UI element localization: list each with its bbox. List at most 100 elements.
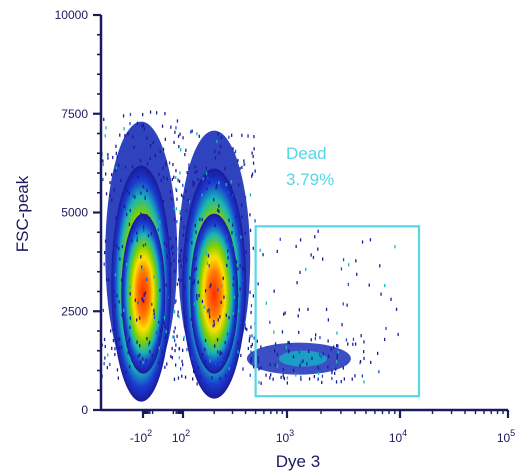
event-dot xyxy=(299,364,301,368)
event-dot xyxy=(244,291,246,295)
event-dot xyxy=(112,338,115,343)
event-dot xyxy=(175,188,178,192)
event-dot xyxy=(327,365,329,369)
event-dot xyxy=(317,229,319,233)
event-dot xyxy=(173,217,176,221)
event-dot xyxy=(290,343,292,347)
event-dot xyxy=(184,315,186,319)
event-dot xyxy=(170,197,172,201)
event-dot xyxy=(227,353,229,357)
x-tick-label: 102 xyxy=(172,428,190,445)
event-dot xyxy=(252,246,254,250)
event-dot xyxy=(282,375,285,379)
event-dot xyxy=(218,209,220,213)
event-dot xyxy=(237,293,239,297)
event-dot xyxy=(335,367,337,371)
event-dot xyxy=(211,376,213,380)
event-dot xyxy=(260,366,262,370)
event-dot xyxy=(181,262,183,266)
event-dot xyxy=(126,344,128,348)
event-dot xyxy=(128,365,131,369)
event-dot xyxy=(123,308,125,312)
event-dot xyxy=(219,350,221,354)
event-dot xyxy=(218,181,220,185)
event-dot xyxy=(103,262,105,266)
event-dot xyxy=(228,316,230,320)
event-dot xyxy=(131,239,133,243)
event-dot xyxy=(196,132,198,136)
event-dot xyxy=(197,174,199,178)
event-dot xyxy=(240,235,242,239)
event-dot xyxy=(166,362,168,366)
event-dot xyxy=(173,310,176,314)
event-dot xyxy=(336,360,338,364)
event-dot xyxy=(178,356,180,360)
event-dot xyxy=(114,168,117,173)
event-dot xyxy=(368,283,370,287)
event-dot xyxy=(116,368,119,372)
event-dot xyxy=(327,318,329,322)
event-dot xyxy=(160,329,162,333)
event-dot xyxy=(269,350,271,354)
event-dot xyxy=(179,254,181,258)
event-dot xyxy=(183,196,185,200)
event-dot xyxy=(183,311,185,315)
event-dot xyxy=(328,354,330,358)
event-dot xyxy=(117,376,119,380)
event-dot xyxy=(379,264,381,268)
event-dot xyxy=(181,374,183,378)
event-dot xyxy=(192,183,194,187)
event-dot xyxy=(206,309,209,313)
dead-gate[interactable] xyxy=(254,225,421,398)
event-dot xyxy=(225,239,227,243)
event-dot xyxy=(130,253,133,257)
event-dot xyxy=(175,175,177,180)
event-dot xyxy=(107,153,109,157)
event-dot xyxy=(105,277,108,282)
event-dot xyxy=(175,363,177,367)
event-dot xyxy=(285,345,287,349)
event-dot xyxy=(194,170,196,174)
event-dot xyxy=(345,338,348,342)
event-dot xyxy=(298,330,300,334)
event-dot xyxy=(149,216,151,221)
event-dot xyxy=(370,360,372,364)
event-dot xyxy=(327,339,329,343)
y-axis-minor-ticks xyxy=(97,33,101,392)
event-dot xyxy=(134,298,136,302)
event-dot xyxy=(165,283,167,287)
event-dot xyxy=(184,375,187,379)
event-dot xyxy=(232,147,234,151)
event-dot xyxy=(177,313,179,318)
event-dot xyxy=(174,300,176,305)
event-dot xyxy=(201,299,204,304)
event-dot xyxy=(167,295,170,299)
event-dot xyxy=(225,183,227,187)
event-dot xyxy=(205,172,208,176)
event-dot xyxy=(300,361,302,365)
y-tick-label: 2500 xyxy=(61,304,88,318)
event-dot xyxy=(213,137,215,141)
event-dot xyxy=(337,350,339,354)
event-dot xyxy=(269,376,271,380)
event-dot xyxy=(231,133,233,137)
event-dot xyxy=(114,352,116,357)
event-dot xyxy=(249,290,251,294)
event-dot xyxy=(292,368,295,372)
event-dot xyxy=(199,217,201,221)
event-dot xyxy=(228,218,230,222)
event-dot xyxy=(145,358,148,363)
event-dot xyxy=(170,125,172,129)
event-dot xyxy=(178,259,180,263)
event-dot xyxy=(175,343,177,347)
event-dot xyxy=(230,192,232,196)
event-dot xyxy=(214,223,216,227)
event-dot xyxy=(116,155,118,159)
event-dot xyxy=(237,350,239,354)
event-dot xyxy=(178,179,181,183)
event-dot xyxy=(251,334,253,338)
event-dot xyxy=(125,206,127,210)
event-dot xyxy=(205,289,207,293)
event-dot xyxy=(295,244,297,249)
event-dot xyxy=(147,234,150,238)
